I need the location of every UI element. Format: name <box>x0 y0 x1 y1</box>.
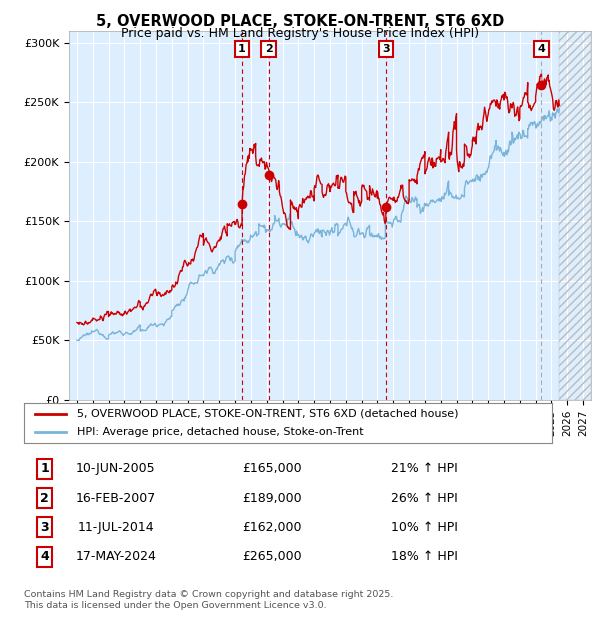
Text: 10-JUN-2005: 10-JUN-2005 <box>76 463 155 475</box>
Text: 11-JUL-2014: 11-JUL-2014 <box>77 521 154 534</box>
Text: 17-MAY-2024: 17-MAY-2024 <box>76 550 156 563</box>
Text: 5, OVERWOOD PLACE, STOKE-ON-TRENT, ST6 6XD (detached house): 5, OVERWOOD PLACE, STOKE-ON-TRENT, ST6 6… <box>77 409 458 419</box>
Text: 2: 2 <box>265 44 272 54</box>
Text: 3: 3 <box>382 44 389 54</box>
Text: 1: 1 <box>40 463 49 475</box>
Text: 16-FEB-2007: 16-FEB-2007 <box>76 492 156 505</box>
Text: £162,000: £162,000 <box>242 521 302 534</box>
Text: Price paid vs. HM Land Registry's House Price Index (HPI): Price paid vs. HM Land Registry's House … <box>121 27 479 40</box>
Text: Contains HM Land Registry data © Crown copyright and database right 2025.
This d: Contains HM Land Registry data © Crown c… <box>24 590 394 609</box>
Text: HPI: Average price, detached house, Stoke-on-Trent: HPI: Average price, detached house, Stok… <box>77 427 364 438</box>
Text: 26% ↑ HPI: 26% ↑ HPI <box>391 492 458 505</box>
Text: 2: 2 <box>40 492 49 505</box>
Text: 3: 3 <box>40 521 49 534</box>
Text: 4: 4 <box>538 44 545 54</box>
Text: 10% ↑ HPI: 10% ↑ HPI <box>391 521 458 534</box>
Text: 21% ↑ HPI: 21% ↑ HPI <box>391 463 458 475</box>
Text: £265,000: £265,000 <box>242 550 302 563</box>
Text: 18% ↑ HPI: 18% ↑ HPI <box>391 550 458 563</box>
Text: 5, OVERWOOD PLACE, STOKE-ON-TRENT, ST6 6XD: 5, OVERWOOD PLACE, STOKE-ON-TRENT, ST6 6… <box>96 14 504 29</box>
Text: 4: 4 <box>40 550 49 563</box>
Text: £189,000: £189,000 <box>242 492 302 505</box>
Text: 1: 1 <box>238 44 246 54</box>
Text: £165,000: £165,000 <box>242 463 302 475</box>
